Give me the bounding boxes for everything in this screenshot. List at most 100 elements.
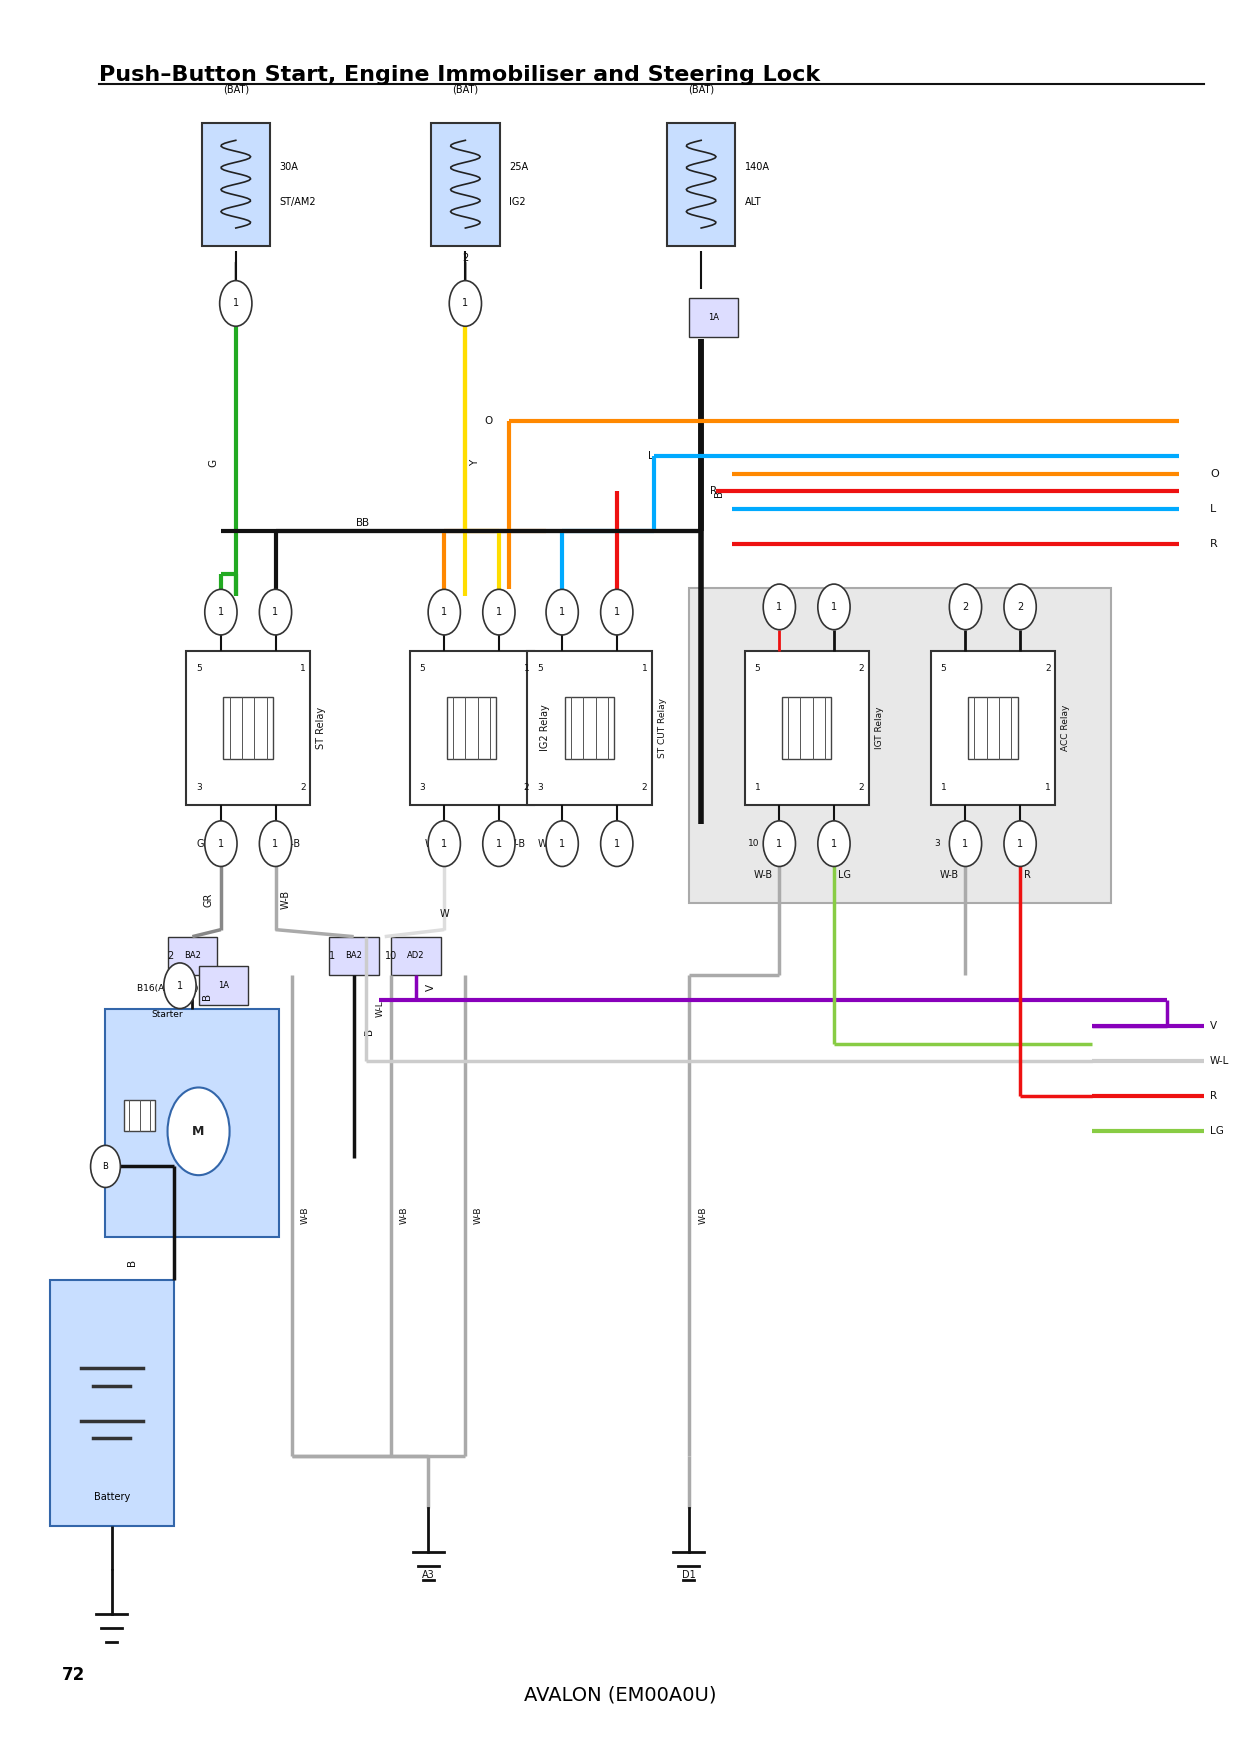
- Text: 1: 1: [777, 602, 782, 612]
- Text: 10: 10: [748, 838, 759, 849]
- Text: 2: 2: [1016, 602, 1024, 612]
- Text: 3: 3: [419, 782, 426, 793]
- Text: R: R: [624, 838, 632, 849]
- Text: 2: 2: [524, 782, 530, 793]
- FancyBboxPatch shape: [329, 937, 379, 975]
- Text: 2: 2: [168, 951, 174, 961]
- Text: 140A: 140A: [745, 161, 769, 172]
- Text: 1: 1: [831, 838, 836, 849]
- Text: W-B: W-B: [400, 1207, 408, 1224]
- Text: 1: 1: [177, 980, 182, 991]
- Text: L: L: [1210, 503, 1216, 514]
- Text: M: M: [192, 1124, 205, 1138]
- Text: 1: 1: [1045, 782, 1051, 793]
- Text: GR: GR: [196, 838, 211, 849]
- Text: 2: 2: [1045, 663, 1051, 674]
- Text: (BAT): (BAT): [452, 84, 479, 95]
- Text: 5: 5: [755, 663, 761, 674]
- Text: O: O: [484, 416, 493, 426]
- Text: GR: GR: [204, 893, 213, 907]
- Text: ACC Relay: ACC Relay: [1061, 705, 1070, 751]
- FancyBboxPatch shape: [431, 123, 499, 246]
- Text: 1: 1: [300, 663, 307, 674]
- Circle shape: [1004, 584, 1036, 630]
- Text: Battery: Battery: [93, 1491, 130, 1501]
- Text: 5: 5: [196, 663, 202, 674]
- FancyBboxPatch shape: [50, 1280, 174, 1526]
- FancyBboxPatch shape: [410, 651, 534, 805]
- Text: B: B: [364, 1028, 374, 1035]
- Circle shape: [164, 963, 196, 1009]
- Circle shape: [91, 1145, 120, 1187]
- Text: AVALON (EM00A0U): AVALON (EM00A0U): [524, 1686, 717, 1705]
- Text: 1: 1: [1018, 838, 1023, 849]
- FancyBboxPatch shape: [931, 651, 1055, 805]
- Text: IG2: IG2: [509, 196, 525, 207]
- Circle shape: [259, 589, 292, 635]
- Text: 1: 1: [273, 838, 278, 849]
- Text: 1: 1: [463, 298, 468, 309]
- Text: ST Relay: ST Relay: [316, 707, 326, 749]
- Circle shape: [601, 821, 633, 866]
- Text: 1: 1: [614, 607, 619, 617]
- Text: 2: 2: [859, 782, 865, 793]
- Text: W-B: W-B: [537, 838, 557, 849]
- FancyBboxPatch shape: [689, 298, 738, 337]
- Text: V: V: [426, 984, 436, 991]
- FancyBboxPatch shape: [201, 123, 271, 246]
- Text: R: R: [1210, 538, 1217, 549]
- Text: BA2: BA2: [345, 951, 362, 961]
- Text: LG: LG: [838, 870, 850, 881]
- Text: W-B: W-B: [474, 1207, 483, 1224]
- Text: O: O: [1210, 468, 1219, 479]
- Circle shape: [205, 589, 237, 635]
- Text: (BAT): (BAT): [222, 84, 249, 95]
- Text: B16(A), C1(B): B16(A), C1(B): [137, 984, 199, 993]
- Text: W: W: [424, 838, 434, 849]
- Text: 1: 1: [442, 607, 447, 617]
- FancyBboxPatch shape: [565, 696, 614, 758]
- Text: 5: 5: [419, 663, 426, 674]
- Text: 2: 2: [859, 663, 865, 674]
- Text: D1: D1: [681, 1570, 696, 1580]
- Text: ST/AM2: ST/AM2: [279, 196, 316, 207]
- Text: 2: 2: [962, 602, 969, 612]
- Text: IGT Relay: IGT Relay: [875, 707, 884, 749]
- Text: 30A: 30A: [279, 161, 298, 172]
- Text: W-L: W-L: [376, 1000, 385, 1017]
- Text: 1: 1: [218, 838, 223, 849]
- Text: V: V: [1210, 1021, 1217, 1031]
- FancyBboxPatch shape: [447, 696, 496, 758]
- Text: Starter: Starter: [151, 1010, 184, 1019]
- FancyBboxPatch shape: [124, 1100, 155, 1131]
- Circle shape: [546, 821, 578, 866]
- Text: 1: 1: [560, 607, 565, 617]
- Text: AD2: AD2: [407, 951, 424, 961]
- Text: B: B: [714, 489, 724, 498]
- Circle shape: [220, 281, 252, 326]
- FancyBboxPatch shape: [782, 696, 831, 758]
- FancyBboxPatch shape: [689, 588, 1111, 903]
- Text: 1A: 1A: [218, 980, 228, 991]
- Text: 1: 1: [218, 607, 223, 617]
- Circle shape: [205, 821, 237, 866]
- Text: 2: 2: [462, 253, 469, 263]
- Text: 1: 1: [941, 782, 947, 793]
- Text: 1A: 1A: [709, 312, 719, 323]
- Circle shape: [428, 821, 460, 866]
- Text: Push–Button Start, Engine Immobiliser and Steering Lock: Push–Button Start, Engine Immobiliser an…: [99, 65, 820, 84]
- Text: 1: 1: [233, 298, 238, 309]
- Text: W-B: W-B: [282, 838, 300, 849]
- Circle shape: [483, 589, 515, 635]
- Text: 72: 72: [62, 1666, 86, 1684]
- Text: 2: 2: [642, 782, 648, 793]
- Text: 25A: 25A: [509, 161, 527, 172]
- Text: 5: 5: [537, 663, 544, 674]
- Text: IG2 Relay: IG2 Relay: [540, 705, 550, 751]
- Text: A3: A3: [422, 1570, 434, 1580]
- FancyBboxPatch shape: [527, 651, 652, 805]
- Circle shape: [546, 589, 578, 635]
- Text: LG: LG: [1210, 1126, 1224, 1137]
- Text: 1: 1: [614, 838, 619, 849]
- Text: W-B: W-B: [280, 891, 290, 909]
